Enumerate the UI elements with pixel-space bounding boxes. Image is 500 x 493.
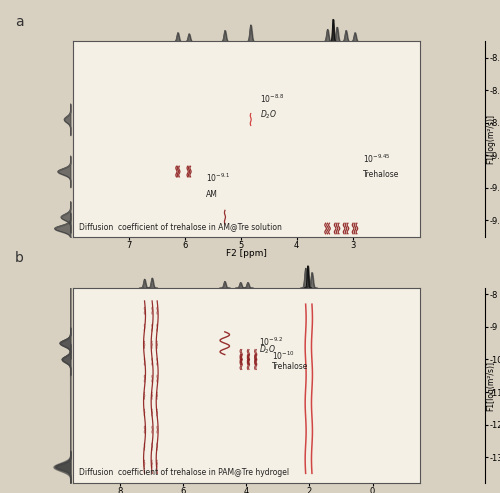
Text: b: b xyxy=(15,251,24,265)
Text: $D_2O$: $D_2O$ xyxy=(259,344,276,356)
Text: F1[log(m²/s)]: F1[log(m²/s)] xyxy=(486,114,495,164)
Text: a: a xyxy=(15,15,24,29)
Text: F2 [ppm]: F2 [ppm] xyxy=(226,249,266,258)
Text: Diffusion  coefficient of trehalose in PAM@Tre hydrogel: Diffusion coefficient of trehalose in PA… xyxy=(80,468,290,477)
Text: Trehalose: Trehalose xyxy=(272,361,308,371)
Text: Diffusion  coefficient of trehalose in AM@Tre solution: Diffusion coefficient of trehalose in AM… xyxy=(80,222,282,231)
Text: F1[log(m²/s)]: F1[log(m²/s)] xyxy=(486,360,495,411)
Text: $10^{-8.8}$: $10^{-8.8}$ xyxy=(260,92,284,105)
Text: $10^{-10}$: $10^{-10}$ xyxy=(272,350,294,362)
Bar xyxy=(319,288,420,483)
Text: $D_2O$: $D_2O$ xyxy=(260,108,278,121)
Text: $10^{-9.2}$: $10^{-9.2}$ xyxy=(259,335,283,348)
Bar xyxy=(305,49,417,237)
Text: Trehalose: Trehalose xyxy=(363,170,399,179)
Text: $10^{-9.1}$: $10^{-9.1}$ xyxy=(206,172,230,184)
Text: $10^{-9.45}$: $10^{-9.45}$ xyxy=(363,152,390,165)
Text: AM: AM xyxy=(206,190,218,199)
